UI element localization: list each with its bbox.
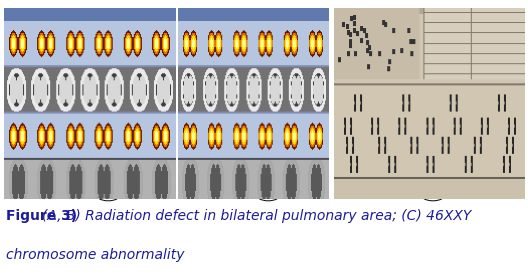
Text: A: A [104, 189, 112, 199]
Text: chromosome abnormality: chromosome abnormality [6, 248, 185, 262]
Text: (A, B) Radiation defect in bilateral pulmonary area; (C) 46XXY: (A, B) Radiation defect in bilateral pul… [42, 209, 472, 223]
Circle shape [96, 188, 120, 201]
Circle shape [421, 188, 445, 201]
Text: Figure 3): Figure 3) [6, 209, 82, 223]
Text: C: C [429, 189, 437, 199]
Circle shape [256, 188, 280, 201]
Text: B: B [264, 189, 272, 199]
